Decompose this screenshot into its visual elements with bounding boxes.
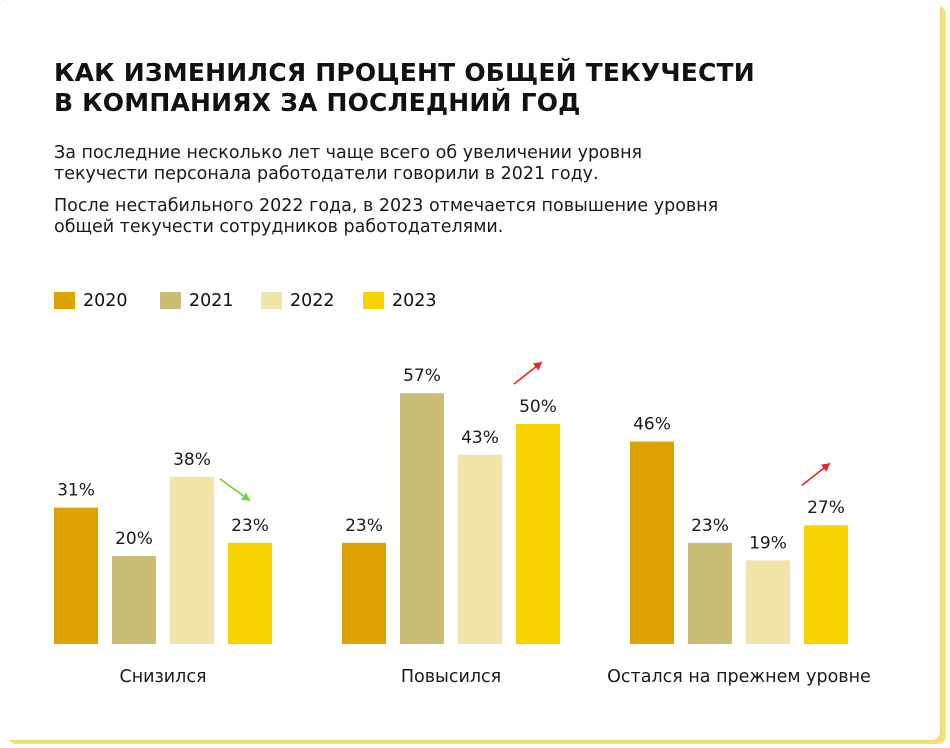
trend-up-arrow-icon (801, 462, 831, 486)
bar-3-2022 (746, 560, 790, 644)
category-label-1: Снизился (119, 667, 206, 687)
legend-swatch-2022 (261, 292, 282, 309)
value-label-2-2020: 23% (345, 516, 383, 536)
bar-1-2023 (228, 542, 272, 644)
legend-swatch-2021 (160, 292, 181, 309)
value-label-3-2021: 23% (691, 516, 729, 536)
value-label-3-2020: 46% (633, 415, 671, 435)
category-label-2: Повысился (401, 667, 501, 687)
description-paragraph-1: За последние несколько лет чаще всего об… (54, 143, 643, 184)
bar-2-2022 (458, 454, 502, 644)
value-label-1-2021: 20% (115, 529, 153, 549)
legend-label-2022: 2022 (290, 291, 335, 311)
legend-label-2023: 2023 (392, 291, 437, 311)
value-label-3-2022: 19% (749, 533, 787, 553)
value-label-1-2023: 23% (231, 516, 269, 536)
bar-3-2021 (688, 542, 732, 644)
chart-title: КАК ИЗМЕНИЛСЯ ПРОЦЕНТ ОБЩЕЙ ТЕКУЧЕСТИ В … (54, 58, 794, 118)
value-label-2-2022: 43% (461, 428, 499, 448)
category-label-3: Остался на прежнем уровне (607, 667, 871, 687)
legend-label-2021: 2021 (189, 291, 234, 311)
description-paragraph-2: После нестабильного 2022 года, в 2023 от… (54, 196, 719, 237)
bar-3-2023 (804, 525, 848, 644)
bar-3-2020 (630, 441, 674, 644)
bar-chart: 31% 20% 38% 23% Снизился 23% 57% 43% 50% Повысилс… (54, 361, 871, 687)
bar-1-2022 (170, 476, 214, 644)
legend-label-2020: 2020 (83, 291, 128, 311)
legend-swatch-2020 (54, 292, 75, 309)
value-label-3-2023: 27% (807, 498, 845, 518)
bar-2-2020 (342, 542, 386, 644)
value-label-1-2020: 31% (57, 481, 95, 501)
infographic-card: КАК ИЗМЕНИЛСЯ ПРОЦЕНТ ОБЩЕЙ ТЕКУЧЕСТИ В … (54, 58, 871, 687)
bar-2-2023 (516, 424, 560, 644)
bar-2-2021 (400, 393, 444, 644)
title-line-1: КАК ИЗМЕНИЛСЯ ПРОЦЕНТ ОБЩЕЙ ТЕКУЧЕСТИ (54, 58, 755, 87)
trend-down-arrow-icon (219, 478, 251, 502)
legend-swatch-2023 (363, 292, 384, 309)
trend-up-arrow-icon (513, 361, 543, 385)
bar-1-2021 (112, 556, 156, 644)
value-label-2-2023: 50% (519, 397, 557, 417)
value-label-1-2022: 38% (173, 450, 211, 470)
bar-1-2020 (54, 507, 98, 644)
value-label-2-2021: 57% (403, 366, 441, 386)
title-line-2: В КОМПАНИЯХ ЗА ПОСЛЕДНИЙ ГОД (54, 88, 581, 117)
